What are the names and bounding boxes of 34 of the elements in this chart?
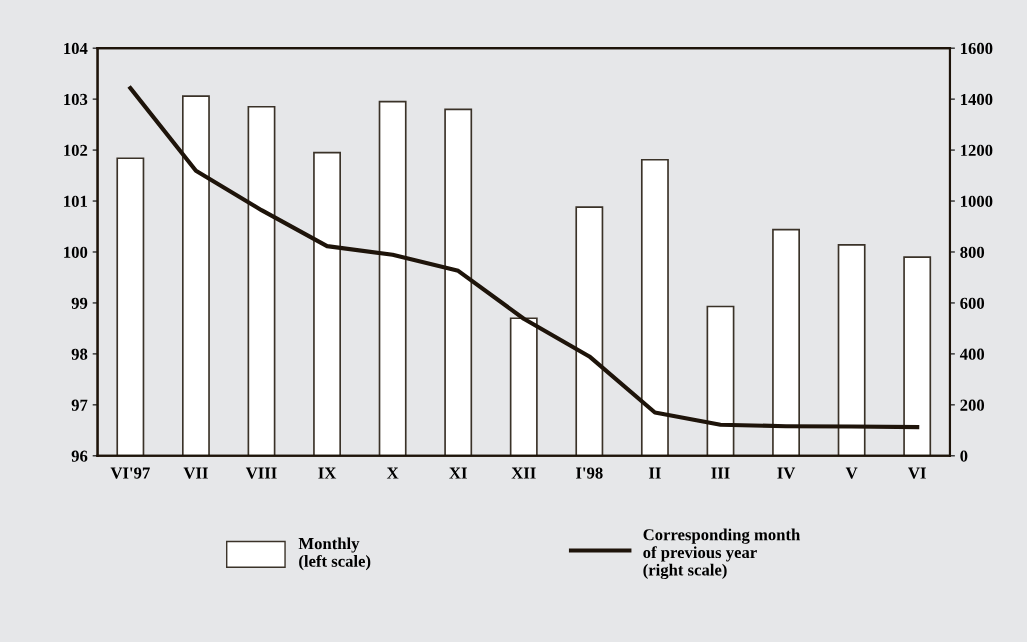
x-tick-label: XI bbox=[449, 467, 467, 479]
y2-tick-label: 1200 bbox=[961, 144, 993, 157]
y-tick-label: 100 bbox=[64, 246, 88, 258]
x-tick-label: III bbox=[711, 467, 730, 479]
x-tick-label: VII bbox=[183, 467, 208, 479]
legend-label: Corresponding month of previous year (right scale) bbox=[643, 528, 801, 580]
y2-tick-label: 1400 bbox=[961, 93, 993, 106]
x-tick-label: VI bbox=[908, 467, 926, 479]
y2-tick-label: 200 bbox=[960, 399, 985, 411]
y2-tick-label: 1600 bbox=[961, 42, 993, 55]
y-tick-label: 102 bbox=[64, 144, 88, 157]
y-tick-label: 96 bbox=[71, 450, 88, 462]
y2-tick-label: 1000 bbox=[961, 195, 993, 207]
x-tick-label: VIII bbox=[245, 467, 277, 479]
y2-tick-label: 800 bbox=[960, 246, 985, 258]
x-tick-label: IX bbox=[318, 467, 337, 479]
y-tick-label: 104 bbox=[64, 42, 88, 55]
line-series bbox=[128, 86, 920, 430]
y-tick-label: 103 bbox=[64, 93, 88, 106]
y2-tick-label: 0 bbox=[960, 450, 968, 462]
x-tick-label: IV bbox=[777, 467, 796, 479]
y-tick-label: 97 bbox=[71, 399, 88, 411]
x-tick-label: V bbox=[845, 467, 858, 479]
y-tick-label: 98 bbox=[71, 348, 88, 360]
y-tick-label: 101 bbox=[64, 195, 87, 207]
x-tick-label: II bbox=[648, 467, 661, 479]
x-tick-label: XII bbox=[511, 467, 536, 479]
y-tick-label: 99 bbox=[71, 297, 88, 309]
x-tick-label: X bbox=[386, 467, 399, 479]
x-tick-label: I'98 bbox=[576, 467, 603, 479]
y2-tick-label: 400 bbox=[959, 348, 985, 360]
legend-label: Monthly (left scale) bbox=[298, 537, 371, 571]
y2-tick-label: 600 bbox=[960, 297, 985, 309]
x-tick-label: VI'97 bbox=[110, 467, 150, 479]
